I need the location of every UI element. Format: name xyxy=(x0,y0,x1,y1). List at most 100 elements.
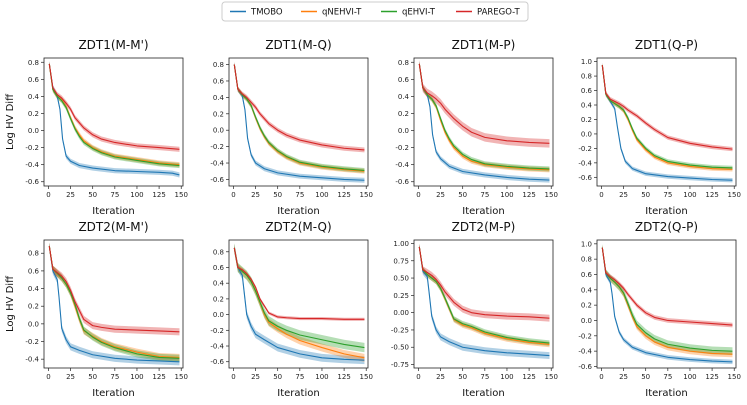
legend-label: qNEHVI-T xyxy=(322,8,362,18)
panel-2: 0 25 50 75 100 125 150 -0.6 -0.4 -0.2 0.0 0.2 0.4 0.6… xyxy=(210,38,373,217)
y-tick-label: -0.4 xyxy=(395,161,409,169)
y-tick-label: 0.0 xyxy=(213,127,224,135)
axes-frame xyxy=(228,239,369,369)
plot-area xyxy=(414,240,553,368)
y-tick-label: -0.50 xyxy=(391,344,409,352)
x-tick-label: 25 xyxy=(436,373,445,381)
band-qehvi-t xyxy=(49,61,180,169)
series-line-qehvi-t xyxy=(418,246,550,344)
y-tick-label: -0.2 xyxy=(395,144,409,152)
x-tick-label: 0 xyxy=(46,191,50,199)
x-tick-label: 100 xyxy=(500,191,513,199)
series-line-qehvi-t xyxy=(233,247,365,349)
y-tick-label: -0.6 xyxy=(25,178,39,186)
legend-item-tmobo: TMOBO xyxy=(230,8,283,18)
legend-label: PAREGO-T xyxy=(477,8,520,18)
x-tick-label: 125 xyxy=(705,191,718,199)
x-tick-label: 150 xyxy=(545,191,558,199)
series-line-parego-t xyxy=(601,65,733,150)
x-tick-label: 25 xyxy=(619,191,628,199)
y-tick-label: -0.4 xyxy=(578,159,592,167)
series-line-qehvi-t xyxy=(48,63,180,167)
x-axis-label: Iteration xyxy=(277,206,319,217)
y-tick-label: -0.2 xyxy=(25,144,39,152)
series-line-tmobo xyxy=(233,64,365,181)
x-tick-label: 150 xyxy=(360,373,373,381)
x-tick-label: 100 xyxy=(500,373,513,381)
x-tick-label: 150 xyxy=(360,191,373,199)
y-tick-label: 0.8 xyxy=(581,256,592,264)
series-line-parego-t xyxy=(601,247,733,326)
axes-frame xyxy=(43,239,184,369)
panel-title: ZDT1(M-M') xyxy=(78,38,148,52)
y-tick-label: 0.4 xyxy=(398,93,410,101)
y-tick-label: 0.8 xyxy=(213,61,224,69)
y-tick-label: 0.2 xyxy=(28,303,39,311)
y-tick-label: -0.2 xyxy=(25,338,39,346)
y-tick-label: -0.6 xyxy=(210,176,224,184)
x-tick-label: 75 xyxy=(480,191,489,199)
y-tick-label: 1.00 xyxy=(393,240,409,248)
x-tick-label: 50 xyxy=(458,373,467,381)
series-line-parego-t xyxy=(48,246,180,333)
x-tick-label: 100 xyxy=(315,191,328,199)
x-tick-label: 50 xyxy=(641,191,650,199)
axes-frame xyxy=(43,57,184,187)
x-tick-label: 150 xyxy=(545,373,558,381)
y-tick-label: 0.25 xyxy=(393,292,409,300)
x-tick-label: 25 xyxy=(66,373,75,381)
x-axis-label: Iteration xyxy=(277,388,319,399)
y-tick-label: -0.6 xyxy=(395,178,409,186)
band-parego-t xyxy=(49,242,180,336)
panel-title: ZDT2(M-P) xyxy=(452,220,516,234)
panel-4: 0 25 50 75 100 125 150 -0.6 -0.4 -0.2 0.0 0.2 0.4 0.6… xyxy=(578,38,741,217)
x-tick-label: 150 xyxy=(175,373,188,381)
series-line-parego-t xyxy=(233,64,365,151)
plot-area xyxy=(229,240,368,368)
y-tick-label: 0.50 xyxy=(393,275,409,283)
x-tick-label: 100 xyxy=(130,373,143,381)
y-tick-label: 1.0 xyxy=(581,240,592,248)
legend-frame xyxy=(221,1,529,22)
legend-item-parego-t: PAREGO-T xyxy=(456,8,520,18)
x-tick-label: 75 xyxy=(295,373,304,381)
x-tick-label: 75 xyxy=(480,373,489,381)
x-tick-label: 75 xyxy=(110,373,119,381)
axes-frame xyxy=(228,57,369,187)
x-tick-label: 25 xyxy=(619,373,628,381)
x-tick-label: 125 xyxy=(337,191,350,199)
y-tick-label: 0.4 xyxy=(28,93,40,101)
y-tick-label: 0.2 xyxy=(581,116,592,124)
x-tick-label: 0 xyxy=(231,373,235,381)
y-tick-label: 0.6 xyxy=(581,271,593,279)
panel-6: 0 25 50 75 100 125 150 -0.6 -0.4 -0.2 0.0 0.2 0.4 0.6… xyxy=(210,220,373,399)
x-tick-label: 0 xyxy=(599,373,603,381)
x-tick-label: 50 xyxy=(273,191,282,199)
y-axis-label: Log HV Diff xyxy=(5,93,16,150)
series-line-qehvi-t xyxy=(601,247,733,352)
y-tick-label: 0.2 xyxy=(213,110,224,118)
y-tick-label: -0.2 xyxy=(210,327,224,335)
y-tick-label: 0.8 xyxy=(28,250,39,258)
y-tick-label: -0.4 xyxy=(25,161,39,169)
legend-item-qehvi-t: qEHVI-T xyxy=(381,8,436,18)
x-tick-label: 50 xyxy=(88,373,97,381)
y-tick-label: -0.25 xyxy=(391,326,409,334)
x-tick-label: 0 xyxy=(46,373,50,381)
y-tick-label: 0.0 xyxy=(28,320,39,328)
y-tick-label: 0.4 xyxy=(581,286,593,294)
y-tick-label: 0.0 xyxy=(581,130,592,138)
y-tick-label: 0.6 xyxy=(398,76,410,84)
x-axis-label: Iteration xyxy=(92,206,134,217)
panel-1: 0 25 50 75 100 125 150 -0.6 -0.4 -0.2 0.0 0.2 0.4 0.6… xyxy=(5,38,188,217)
x-tick-label: 125 xyxy=(152,191,165,199)
x-tick-label: 50 xyxy=(458,191,467,199)
series-line-parego-t xyxy=(418,246,550,319)
x-axis-label: Iteration xyxy=(462,388,504,399)
panel-title: ZDT1(M-Q) xyxy=(265,38,331,52)
y-tick-label: -0.4 xyxy=(210,160,224,168)
x-axis-label: Iteration xyxy=(645,388,687,399)
series-line-tmobo xyxy=(601,247,733,363)
legend: TMOBO qNEHVI-T qEHVI-T PAREGO-T xyxy=(221,1,529,22)
x-tick-label: 50 xyxy=(641,373,650,381)
